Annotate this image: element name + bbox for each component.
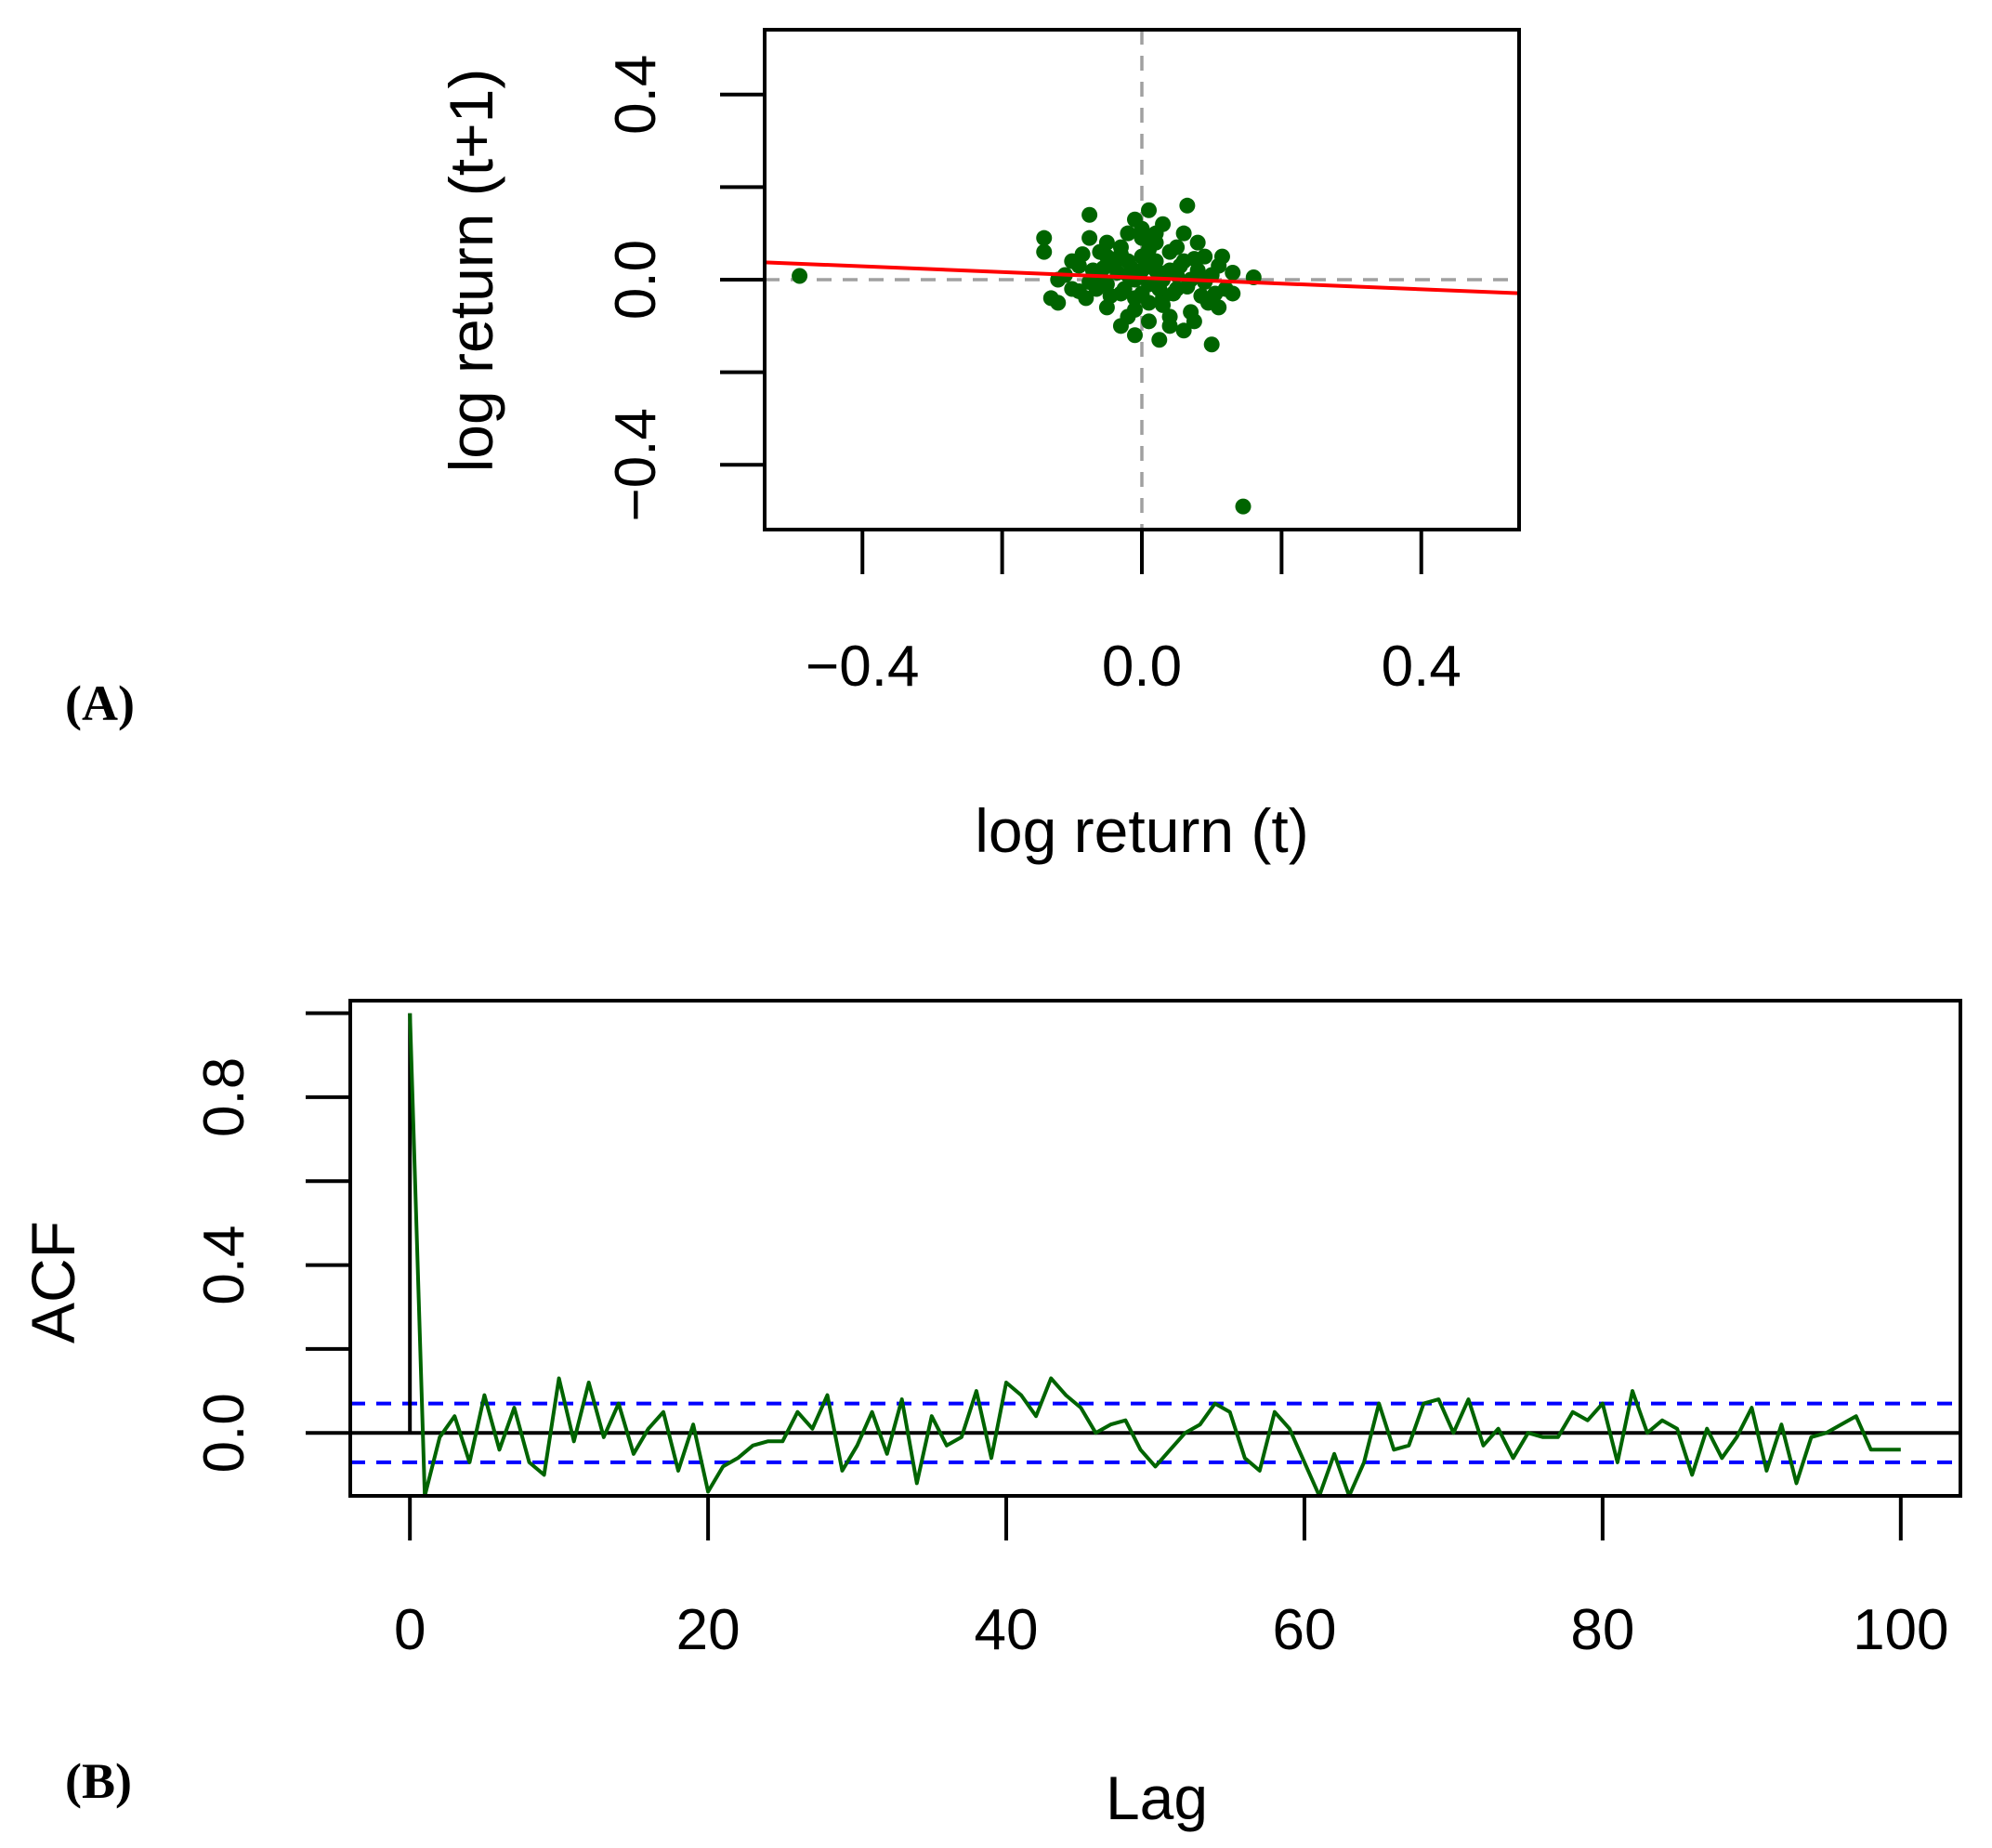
scatter-point — [1112, 318, 1129, 334]
scatter-point — [1126, 301, 1143, 318]
regression-line — [764, 260, 1520, 295]
scatter-point — [1144, 257, 1160, 274]
scatter-point — [1070, 282, 1087, 299]
scatter-point — [1036, 243, 1053, 260]
acf-series-line — [408, 1013, 1901, 1498]
scatter-point — [1213, 248, 1230, 265]
x-tick-label: 40 — [975, 1598, 1039, 1662]
y-tick-label: −0.4 — [604, 408, 668, 521]
scatter-point — [1123, 260, 1140, 277]
scatter-point — [1207, 285, 1224, 302]
scatter-point — [1102, 287, 1119, 304]
scatter-point — [1155, 296, 1172, 313]
scatter-point — [1095, 260, 1112, 277]
scatter-point — [1161, 318, 1178, 334]
scatter-point — [1126, 211, 1143, 228]
scatter-point — [1179, 278, 1196, 295]
scatter-point — [1141, 202, 1158, 218]
scatter-point — [1203, 336, 1220, 353]
y-tick-label: 0.0 — [192, 1393, 256, 1473]
panel-b-acf: 0 20 40 60 80 100 0.0 0.4 0.8 Lag ACF — [19, 999, 1962, 1832]
scatter-point — [1225, 265, 1241, 282]
scatter-point — [1175, 225, 1192, 242]
scatter-point — [1126, 327, 1143, 344]
scatter-point — [792, 268, 808, 284]
x-tick-label: 0 — [394, 1598, 426, 1662]
scatter-point — [1193, 287, 1210, 304]
scatter-point — [1158, 265, 1174, 282]
x-tick-label: 60 — [1272, 1598, 1336, 1662]
x-tick-label: 20 — [676, 1598, 740, 1662]
y-tick-label: 0.8 — [192, 1057, 256, 1137]
scatter-point — [1050, 295, 1067, 311]
scatter-point — [1081, 206, 1098, 223]
x-axis-title: Lag — [1106, 1763, 1208, 1832]
scatter-point — [1098, 234, 1115, 251]
scatter-point — [1172, 257, 1188, 274]
scatter-point — [1225, 285, 1241, 302]
scatter-point — [1036, 229, 1053, 246]
scatter-point — [1235, 498, 1252, 515]
panel-b-label: (B) — [65, 1753, 132, 1809]
y-tick-label: 0.4 — [604, 55, 668, 135]
scatter-point — [1186, 313, 1202, 330]
panel-a-label: (A) — [65, 675, 135, 731]
x-axis-title: log return (t) — [975, 796, 1308, 865]
scatter-point — [1081, 229, 1098, 246]
x-tick-label: 0.4 — [1382, 635, 1461, 699]
scatter-point — [1169, 239, 1186, 256]
y-tick-label: 0.0 — [604, 240, 668, 320]
plot-frame — [348, 999, 1962, 1498]
scatter-point — [1179, 197, 1196, 214]
scatter-point — [1081, 273, 1098, 290]
scatter-point — [1134, 285, 1150, 302]
panel-a-scatter: −0.4 0.0 0.4 −0.4 0.0 0.4 log return (t) log re… — [437, 28, 1521, 865]
scatter-point — [1112, 246, 1129, 263]
x-tick-label: −0.4 — [806, 635, 919, 699]
scatter-point — [1151, 332, 1168, 348]
y-axis-title: log return (t+1) — [437, 69, 505, 473]
x-tick-label: 100 — [1853, 1598, 1948, 1662]
scatter-point — [1141, 242, 1158, 258]
scatter-point — [1186, 251, 1202, 268]
scatter-point — [1147, 225, 1164, 242]
x-tick-label: 80 — [1570, 1598, 1634, 1662]
y-tick-label: 0.4 — [192, 1225, 256, 1304]
x-tick-label: 0.0 — [1102, 635, 1182, 699]
scatter-point — [1116, 281, 1133, 297]
y-axis-title: ACF — [19, 1221, 87, 1343]
scatter-point — [1074, 246, 1091, 263]
scatter-point — [1189, 234, 1206, 251]
scatter-point — [1141, 313, 1158, 330]
scatter-point — [1120, 225, 1136, 242]
scatter-point — [1175, 322, 1192, 339]
scatter-point — [1151, 281, 1168, 297]
scatter-point — [1165, 285, 1182, 302]
